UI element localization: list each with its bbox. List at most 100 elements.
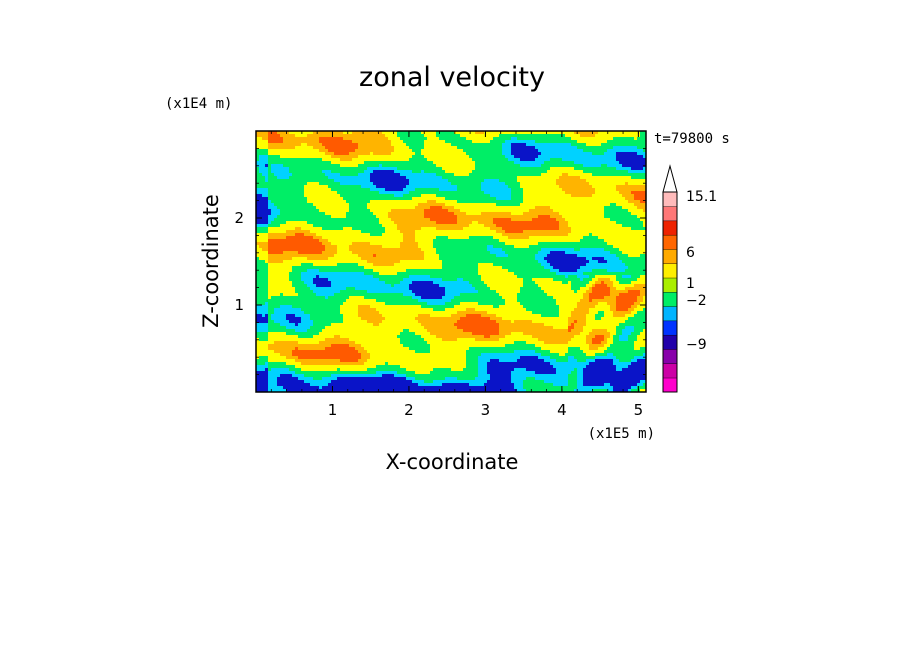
field-cell xyxy=(574,200,578,204)
field-cell xyxy=(256,212,260,216)
field-cell xyxy=(370,152,374,156)
field-cell xyxy=(541,161,545,165)
field-cell xyxy=(271,185,275,189)
field-cell xyxy=(571,209,575,213)
field-cell xyxy=(421,215,425,219)
field-cell xyxy=(361,230,365,234)
field-cell xyxy=(412,236,416,240)
field-cell xyxy=(376,152,380,156)
field-cell xyxy=(382,155,386,159)
field-cell xyxy=(535,170,539,174)
field-cell xyxy=(529,164,533,168)
field-cell xyxy=(403,152,407,156)
field-cell xyxy=(481,170,485,174)
field-cell xyxy=(313,191,317,195)
field-cell xyxy=(379,188,383,192)
field-cell xyxy=(289,233,293,237)
field-cell xyxy=(334,194,338,198)
field-cell xyxy=(517,215,521,219)
field-cell xyxy=(472,164,476,168)
field-cell xyxy=(322,242,326,246)
field-cell xyxy=(439,215,443,219)
field-cell xyxy=(280,131,284,135)
field-cell xyxy=(385,137,389,141)
field-cell xyxy=(373,245,377,249)
field-cell xyxy=(388,212,392,216)
field-cell xyxy=(469,242,473,246)
field-cell xyxy=(406,197,410,201)
field-cell xyxy=(505,209,509,213)
field-cell xyxy=(265,146,269,150)
field-cell xyxy=(559,233,563,237)
field-cell xyxy=(322,191,326,195)
field-cell xyxy=(442,215,446,219)
field-cell xyxy=(529,140,533,144)
field-cell xyxy=(625,173,629,177)
field-cell xyxy=(565,206,569,210)
field-cell xyxy=(493,173,497,177)
field-cell xyxy=(385,239,389,243)
field-cell xyxy=(613,143,617,147)
field-cell xyxy=(289,212,293,216)
field-cell xyxy=(508,164,512,168)
field-cell xyxy=(463,140,467,144)
field-cell xyxy=(400,143,404,147)
field-cell xyxy=(274,224,278,228)
field-cell xyxy=(337,176,341,180)
field-cell xyxy=(469,140,473,144)
field-cell xyxy=(277,137,281,141)
field-cell xyxy=(487,188,491,192)
field-cell xyxy=(625,191,629,195)
field-cell xyxy=(466,212,470,216)
field-cell xyxy=(460,188,464,192)
field-cell xyxy=(319,239,323,243)
field-cell xyxy=(361,155,365,159)
field-cell xyxy=(514,221,518,225)
field-cell xyxy=(256,155,260,159)
field-cell xyxy=(421,203,425,207)
field-cell xyxy=(523,221,527,225)
field-cell xyxy=(580,179,584,183)
field-cell xyxy=(427,152,431,156)
field-cell xyxy=(496,224,500,228)
field-cell xyxy=(379,236,383,240)
field-cell xyxy=(448,197,452,201)
field-cell xyxy=(292,149,296,153)
field-cell xyxy=(313,236,317,240)
field-cell xyxy=(571,194,575,198)
field-cell xyxy=(265,206,269,210)
field-cell xyxy=(472,134,476,138)
field-cell xyxy=(322,215,326,219)
field-cell xyxy=(358,158,362,162)
field-cell xyxy=(439,164,443,168)
field-cell xyxy=(610,176,614,180)
field-cell xyxy=(598,161,602,165)
field-cell xyxy=(571,155,575,159)
field-cell xyxy=(616,212,620,216)
field-cell xyxy=(364,233,368,237)
field-cell xyxy=(628,230,632,234)
field-cell xyxy=(382,218,386,222)
field-cell xyxy=(361,158,365,162)
field-cell xyxy=(547,236,551,240)
field-cell xyxy=(622,194,626,198)
field-cell xyxy=(565,236,569,240)
field-cell xyxy=(643,230,647,234)
field-cell xyxy=(457,224,461,228)
field-cell xyxy=(496,236,500,240)
field-cell xyxy=(502,167,506,171)
field-cell xyxy=(427,176,431,180)
field-cell xyxy=(268,242,272,246)
field-cell xyxy=(367,245,371,249)
field-cell xyxy=(577,155,581,159)
field-cell xyxy=(310,164,314,168)
field-cell xyxy=(517,179,521,183)
field-cell xyxy=(613,197,617,201)
field-cell xyxy=(505,233,509,237)
field-cell xyxy=(259,158,263,162)
field-cell xyxy=(526,200,530,204)
field-cell xyxy=(529,194,533,198)
field-cell xyxy=(418,215,422,219)
field-cell xyxy=(577,221,581,225)
field-cell xyxy=(271,215,275,219)
